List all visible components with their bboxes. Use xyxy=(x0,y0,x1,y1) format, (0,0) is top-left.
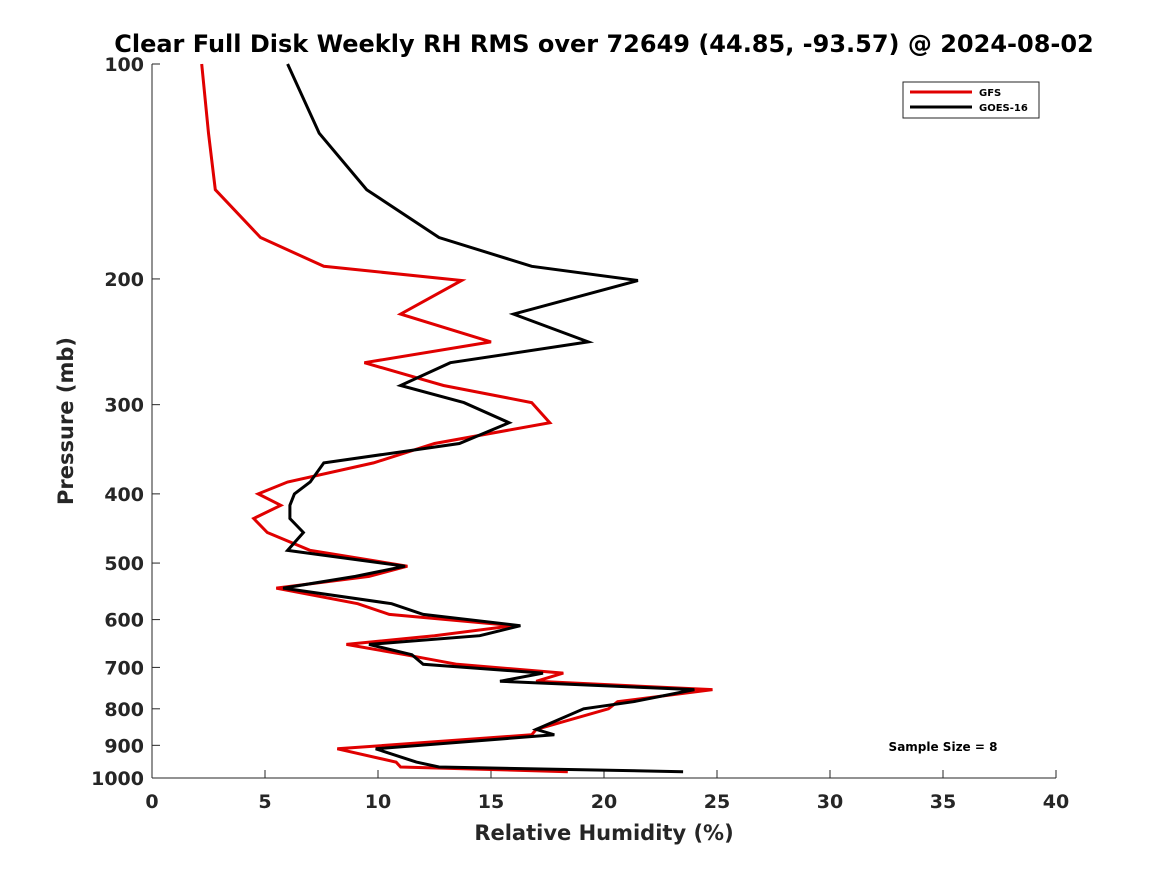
x-tick-label: 5 xyxy=(258,791,271,813)
series-line-goes16 xyxy=(282,63,695,774)
x-tick-label: 20 xyxy=(591,791,617,813)
y-tick-label: 700 xyxy=(104,657,144,679)
y-tick-label: 1000 xyxy=(91,768,144,790)
y-tick-label: 200 xyxy=(104,269,144,291)
legend-label-goes16: GOES-16 xyxy=(979,103,1028,114)
x-axis-label: Relative Humidity (%) xyxy=(474,821,733,845)
series-layer xyxy=(200,63,713,774)
legend-label-gfs: GFS xyxy=(979,88,1001,99)
y-axis-label: Pressure (mb) xyxy=(54,337,78,505)
x-tick-label: 40 xyxy=(1043,791,1069,813)
y-axis-ticks: 100 200 300 400 500 600 700 800 900 1000 xyxy=(91,54,160,790)
x-tick-label: 15 xyxy=(478,791,504,813)
y-tick-label: 500 xyxy=(104,553,144,575)
y-tick-label: 300 xyxy=(104,395,144,417)
y-tick-label: 900 xyxy=(104,735,144,757)
x-tick-label: 25 xyxy=(704,791,730,813)
y-tick-label: 800 xyxy=(104,699,144,721)
legend-box xyxy=(902,81,1040,119)
y-tick-label: 100 xyxy=(104,54,144,76)
chart-title: Clear Full Disk Weekly RH RMS over 72649… xyxy=(114,30,1094,58)
legend: GFS GOES-16 xyxy=(902,81,1040,119)
x-tick-label: 0 xyxy=(145,791,158,813)
x-axis-ticks: 0 5 10 15 20 25 30 35 40 xyxy=(145,770,1069,813)
x-tick-label: 10 xyxy=(365,791,391,813)
y-tick-label: 600 xyxy=(104,610,144,632)
plot-area: 0 5 10 15 20 25 30 35 40 100 200 300 400 500 600 700 80… xyxy=(91,54,1069,813)
sample-size-annotation: Sample Size = 8 xyxy=(889,740,998,754)
y-tick-label: 400 xyxy=(104,484,144,506)
x-tick-label: 30 xyxy=(817,791,843,813)
x-tick-label: 35 xyxy=(930,791,956,813)
